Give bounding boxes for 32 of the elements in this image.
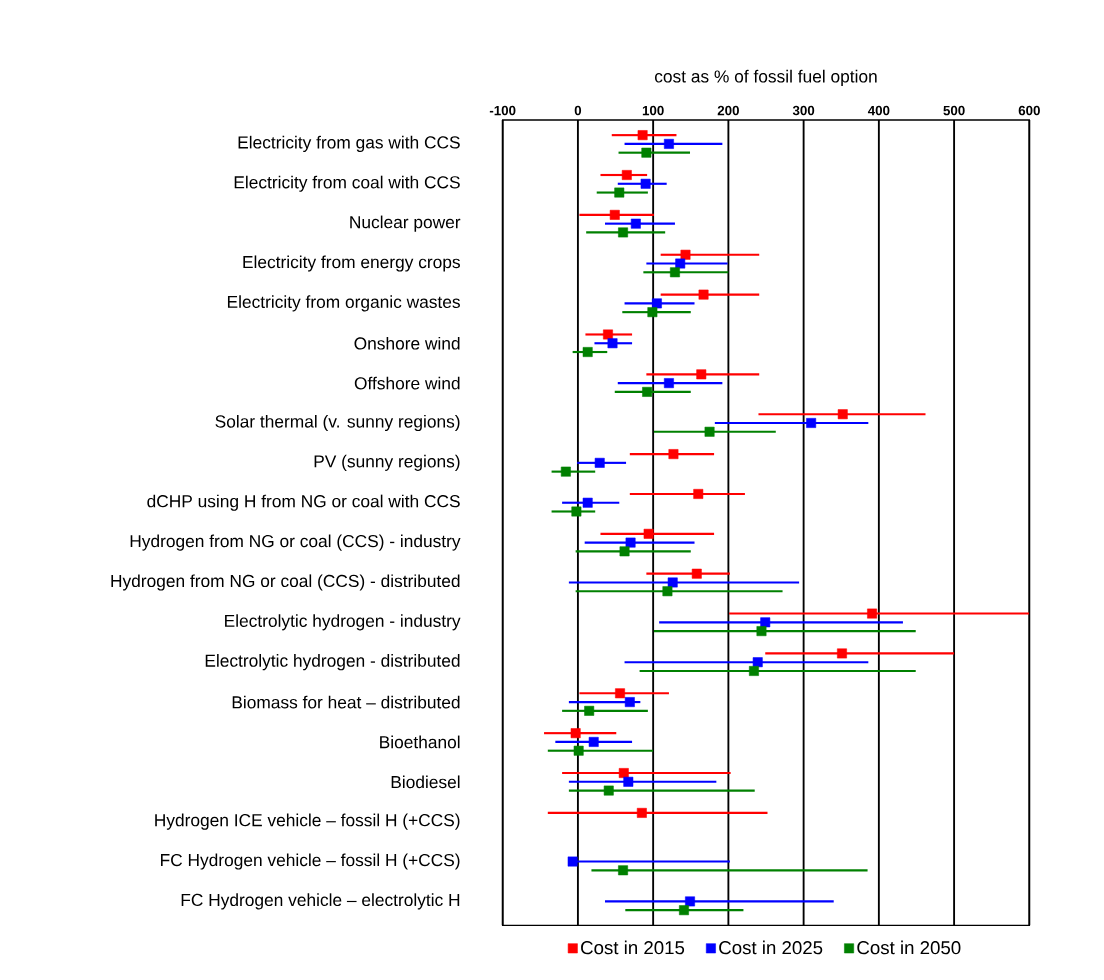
legend-label: Cost in 2015 xyxy=(581,940,685,955)
x-tick-label: 300 xyxy=(792,105,815,116)
x-tick-label: 200 xyxy=(717,105,739,116)
y-tick-label: FC Hydrogen vehicle – electrolytic H xyxy=(181,893,460,910)
y-tick-label: Nuclear power xyxy=(350,215,461,232)
y-tick-label: Solar thermal (v. sunny regions) xyxy=(215,414,460,432)
x-tick-label: 0 xyxy=(574,105,582,116)
y-tick-label: Biomass for heat – distributed xyxy=(232,695,460,709)
y-tick-label: Bioethanol xyxy=(380,735,460,749)
y-tick-label: dCHP using H from NG or coal with CCS xyxy=(147,494,460,511)
y-tick-label: FC Hydrogen vehicle – fossil H (+CCS) xyxy=(161,853,460,870)
x-tick-label: -100 xyxy=(489,105,516,116)
y-tick-label: Electrolytic hydrogen - industry xyxy=(225,614,461,631)
x-tick-label: 500 xyxy=(943,105,965,116)
y-tick-label: Electricity from energy crops xyxy=(243,255,460,272)
y-tick-label: Electricity from organic wastes xyxy=(227,295,460,312)
y-tick-label: Hydrogen from NG or coal (CCS) - distributed xyxy=(111,574,460,591)
legend-label: Cost in 2050 xyxy=(857,940,961,955)
y-tick-label: Hydrogen ICE vehicle – fossil H (+CCS) xyxy=(155,813,460,830)
x-tick-label: 600 xyxy=(1018,105,1040,116)
x-axis-title: cost as % of fossil fuel option xyxy=(654,69,877,86)
y-tick-label: Electricity from coal with CCS xyxy=(234,175,460,192)
y-tick-label: Biodiesel xyxy=(391,775,460,789)
x-tick-label: 400 xyxy=(867,105,890,116)
y-tick-label: Hydrogen from NG or coal (CCS) - industry xyxy=(130,534,461,551)
y-tick-label: Electricity from gas with CCS xyxy=(238,135,460,152)
y-tick-label: PV (sunny regions) xyxy=(314,454,460,471)
y-tick-label: Electrolytic hydrogen - distributed xyxy=(205,654,460,671)
y-tick-label: Offshore wind xyxy=(354,376,460,390)
legend-label: Cost in 2025 xyxy=(719,940,823,955)
x-tick-label: 100 xyxy=(642,105,664,116)
y-tick-label: Onshore wind xyxy=(354,336,460,350)
